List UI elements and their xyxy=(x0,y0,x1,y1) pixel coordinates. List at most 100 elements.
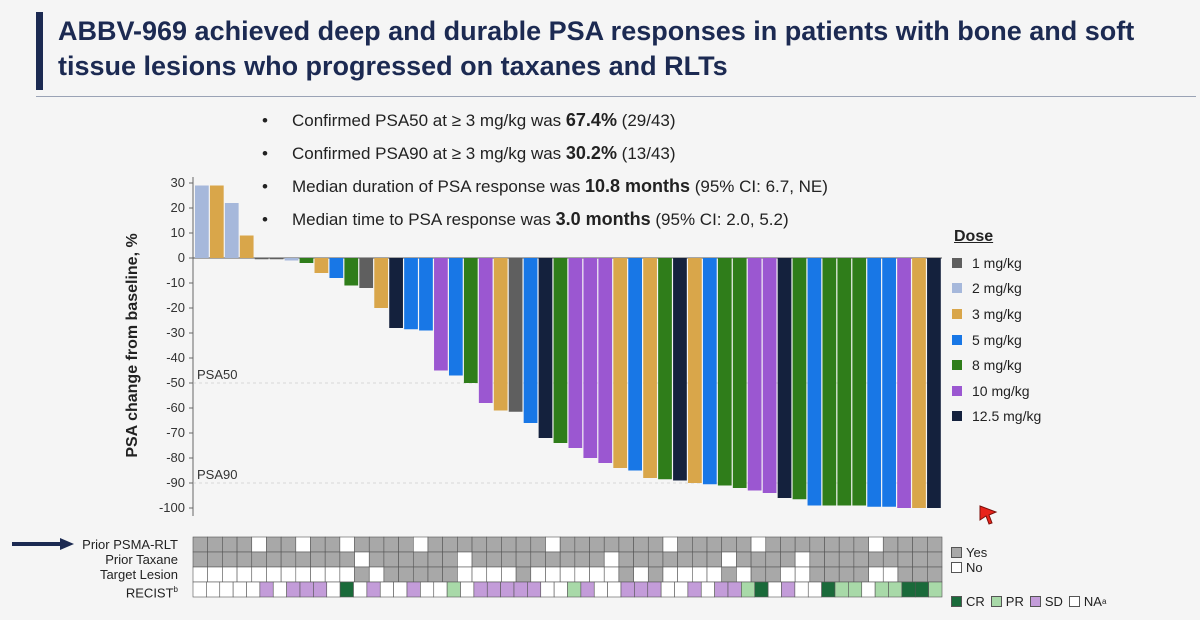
table-cell xyxy=(662,536,678,553)
table-cell xyxy=(927,551,943,568)
table-cell xyxy=(780,536,796,553)
title-accent-bar xyxy=(36,12,43,90)
bar xyxy=(359,258,374,288)
table-cell xyxy=(545,566,561,583)
table-cell xyxy=(192,536,208,553)
dose-legend: Dose 1 mg/kg 2 mg/kg 3 mg/kg 5 mg/kg 8 mg/kg… xyxy=(952,228,1041,429)
table-cell xyxy=(266,536,282,553)
y-tick-label: -100 xyxy=(159,500,185,515)
bar xyxy=(224,203,239,258)
bar xyxy=(688,258,702,483)
bullet-item: • Confirmed PSA90 at ≥ 3 mg/kg was 30.2% … xyxy=(262,137,828,170)
status-legend-yes: Yes xyxy=(951,545,987,560)
table-cell xyxy=(251,551,267,568)
legend-label: 5 mg/kg xyxy=(972,331,1022,348)
table-cell xyxy=(692,551,708,568)
table-cell xyxy=(486,581,501,598)
table-cell xyxy=(888,581,903,598)
table-cell xyxy=(530,566,546,583)
bar xyxy=(434,258,448,371)
yes-swatch xyxy=(951,547,962,558)
table-cell xyxy=(647,551,664,568)
bar xyxy=(568,258,583,448)
legend-label: 1 mg/kg xyxy=(972,254,1022,271)
table-cell xyxy=(559,566,576,583)
table-cell xyxy=(460,581,475,598)
bar xyxy=(389,258,403,328)
table-cell xyxy=(589,536,605,553)
bullet-highlight: 30.2% xyxy=(565,143,617,163)
bar xyxy=(792,258,807,500)
table-cell xyxy=(339,566,355,583)
legend-item: 10 mg/kg xyxy=(952,378,1041,404)
table-cell xyxy=(324,566,341,583)
legend-swatch xyxy=(952,411,962,422)
bullet-item: • Median duration of PSA response was 10.… xyxy=(262,170,828,203)
legend-swatch xyxy=(952,385,962,396)
table-cell xyxy=(446,581,461,598)
table-cell xyxy=(809,536,825,553)
legend-item: 12.5 mg/kg xyxy=(952,404,1041,430)
table-cell xyxy=(882,566,899,583)
legend-label: 10 mg/kg xyxy=(972,382,1030,399)
table-cell xyxy=(780,551,796,568)
table-cell xyxy=(259,581,274,598)
table-cell xyxy=(366,581,381,598)
table-cell xyxy=(299,581,314,598)
table-cell xyxy=(618,566,634,583)
bar xyxy=(478,258,493,403)
table-cell xyxy=(442,551,458,568)
bar xyxy=(374,258,389,308)
y-tick-label: -60 xyxy=(166,400,185,415)
table-cell xyxy=(750,551,767,568)
bar xyxy=(732,258,747,488)
table-cell xyxy=(901,581,916,598)
table-cell xyxy=(687,581,702,598)
recist-legend-cr: CR xyxy=(951,594,985,609)
table-cell xyxy=(339,551,355,568)
table-cell xyxy=(809,551,825,568)
table-cell xyxy=(540,581,555,598)
table-cell xyxy=(310,566,326,583)
legend-label: 8 mg/kg xyxy=(972,357,1022,374)
table-cell xyxy=(927,536,943,553)
table-cell xyxy=(501,551,517,568)
legend-swatch xyxy=(952,308,962,319)
table-cell xyxy=(882,536,899,553)
table-cell xyxy=(721,536,737,553)
table-cell xyxy=(354,551,370,568)
table-cell xyxy=(677,566,693,583)
bullet-detail: (95% CI: 6.7, NE) xyxy=(689,177,828,196)
y-tick-label: 10 xyxy=(171,225,185,240)
table-cell xyxy=(618,536,634,553)
table-cell xyxy=(662,551,678,568)
table-cell xyxy=(310,551,326,568)
table-cell xyxy=(677,551,693,568)
table-cell xyxy=(633,536,649,553)
table-cell xyxy=(838,536,855,553)
table-cell xyxy=(580,581,595,598)
table-cell xyxy=(339,581,354,598)
recist-legend-pr: PR xyxy=(990,594,1024,609)
table-cell xyxy=(692,566,708,583)
table-cell xyxy=(251,566,267,583)
recist-footnote: b xyxy=(173,585,178,594)
table-cell xyxy=(354,536,370,553)
table-cell xyxy=(222,551,238,568)
y-tick-label: 30 xyxy=(171,175,185,190)
table-cell xyxy=(574,566,590,583)
na-label: NA xyxy=(1083,594,1102,609)
table-cell xyxy=(700,581,715,598)
page-title: ABBV-969 achieved deep and durable PSA r… xyxy=(58,16,1135,81)
table-cell xyxy=(824,551,840,568)
table-cell xyxy=(354,566,370,583)
table-cell xyxy=(471,566,488,583)
table-cell xyxy=(515,566,532,583)
legend-items: 1 mg/kg 2 mg/kg 3 mg/kg 5 mg/kg 8 mg/kg 10 mg… xyxy=(952,250,1041,429)
table-cell xyxy=(280,566,297,583)
bar xyxy=(747,258,762,491)
table-cell xyxy=(882,551,899,568)
table-cell xyxy=(559,551,576,568)
bar xyxy=(882,258,896,507)
